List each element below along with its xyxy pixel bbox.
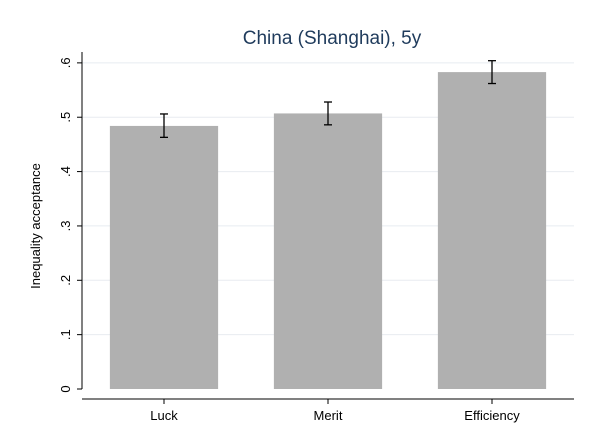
y-tick-label: .1 bbox=[58, 329, 73, 340]
bar-merit bbox=[273, 113, 383, 390]
x-tick-label: Luck bbox=[150, 408, 178, 423]
y-tick-label: 0 bbox=[58, 385, 73, 392]
y-axis-title: Inequality acceptance bbox=[28, 163, 43, 289]
y-tick-label: .4 bbox=[58, 166, 73, 177]
chart-title: China (Shanghai), 5y bbox=[243, 28, 422, 49]
x-axis: Luck Merit Efficiency bbox=[82, 398, 574, 423]
bar-efficiency bbox=[437, 72, 547, 389]
y-tick-label: .3 bbox=[58, 221, 73, 232]
x-tick-label: Merit bbox=[314, 408, 343, 423]
y-tick-label: .2 bbox=[58, 275, 73, 286]
bars bbox=[109, 72, 547, 390]
y-tick-label: .6 bbox=[58, 57, 73, 68]
bar-luck bbox=[109, 125, 219, 389]
y-axis: 0 .1 .2 .3 .4 .5 .6 bbox=[58, 52, 83, 393]
y-tick-label: .5 bbox=[58, 112, 73, 123]
x-tick-label: Efficiency bbox=[464, 408, 520, 423]
error-bars bbox=[160, 60, 496, 138]
